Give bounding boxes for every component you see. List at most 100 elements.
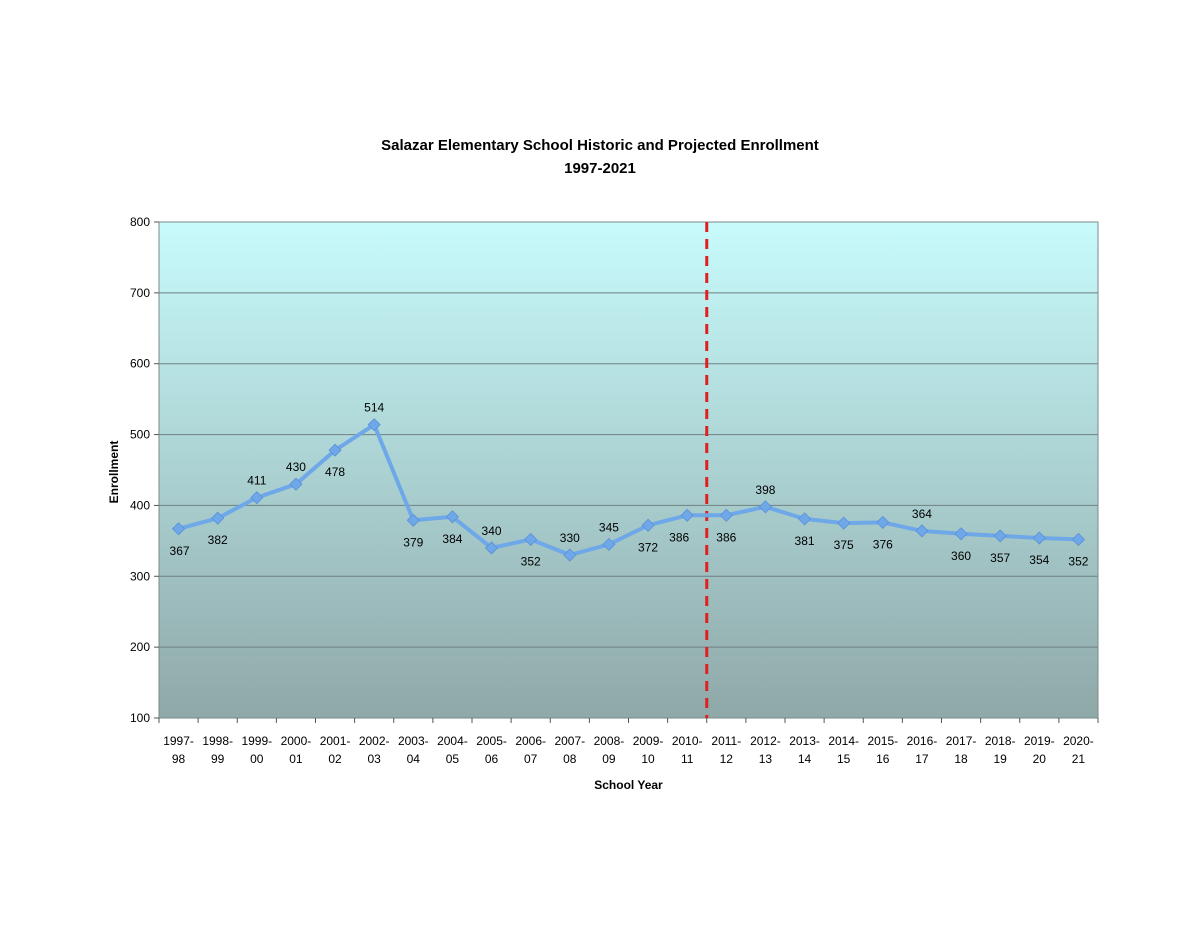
- chart-title-block: Salazar Elementary School Historic and P…: [0, 134, 1200, 180]
- x-tick-label-line: 12: [720, 752, 734, 766]
- chart-title: Salazar Elementary School Historic and P…: [381, 137, 819, 154]
- x-tick-label-line: 01: [289, 752, 303, 766]
- x-tick-label: 2015- 16: [867, 734, 898, 766]
- x-tick-label-line: 08: [563, 752, 577, 766]
- y-tick-label: 100: [130, 711, 150, 725]
- data-label: 386: [716, 530, 736, 544]
- data-label: 364: [912, 507, 932, 521]
- x-tick-label: 2013- 14: [789, 734, 820, 766]
- data-point-marker: [602, 537, 616, 551]
- x-tick-label-line: 2004-: [437, 734, 468, 748]
- x-tick-label-line: 2007-: [554, 734, 585, 748]
- x-tick-label-line: 06: [485, 752, 499, 766]
- data-label: 411: [247, 474, 266, 488]
- data-point-marker: [563, 548, 577, 562]
- data-point-marker: [915, 524, 929, 538]
- x-tick-label: 2001- 02: [320, 734, 351, 766]
- x-tick-label-line: 00: [250, 752, 264, 766]
- y-tick-label: 500: [130, 428, 150, 442]
- x-tick-label-line: 2010-: [672, 734, 703, 748]
- data-point-marker: [758, 500, 773, 514]
- x-tick-label-line: 05: [446, 752, 460, 766]
- enrollment-line: [178, 422, 1079, 557]
- x-tick-label-line: 19: [994, 752, 1008, 766]
- x-tick-label-line: 2002-: [359, 734, 390, 748]
- data-label: 381: [795, 534, 815, 548]
- x-tick-label-line: 13: [759, 752, 773, 766]
- x-tick-label: 2009- 10: [633, 734, 664, 766]
- x-tick-label: 2011- 12: [711, 734, 741, 766]
- data-point-marker: [719, 508, 733, 522]
- x-tick-label-line: 98: [172, 752, 186, 766]
- data-point-marker: [993, 529, 1007, 543]
- y-tick-label: 800: [130, 215, 150, 229]
- data-label: 382: [208, 533, 228, 547]
- x-tick-label-line: 2009-: [633, 734, 664, 748]
- data-label: 367: [170, 544, 190, 558]
- data-label: 352: [1068, 554, 1088, 568]
- x-tick-label: 1998- 99: [202, 734, 233, 766]
- x-tick-label: 2017- 18: [946, 734, 977, 766]
- x-tick-label: 2018- 19: [985, 734, 1016, 766]
- x-tick-label-line: 2011-: [711, 734, 741, 748]
- data-point-marker: [1071, 532, 1086, 547]
- data-point-marker: [367, 418, 381, 432]
- x-tick-label-line: 2005-: [476, 734, 507, 748]
- x-tick-label-line: 17: [915, 752, 929, 766]
- x-tick-label-line: 21: [1072, 752, 1086, 766]
- data-point-marker: [1032, 531, 1046, 545]
- data-point-marker: [406, 513, 420, 527]
- x-tick-label: 2002- 03: [359, 734, 390, 766]
- data-label: 352: [521, 554, 541, 568]
- x-tick-label: 2000- 01: [281, 734, 312, 766]
- data-label: 375: [834, 538, 854, 552]
- x-tick-label-line: 2008-: [594, 734, 625, 748]
- x-tick-label-line: 2012-: [750, 734, 781, 748]
- data-label: 386: [669, 530, 689, 544]
- x-axis-title: School Year: [594, 778, 663, 792]
- x-tick-label: 2012- 13: [750, 734, 781, 766]
- x-tick-label-line: 2020-: [1063, 734, 1094, 748]
- x-tick-label-line: 09: [602, 752, 616, 766]
- x-tick-label-line: 15: [837, 752, 851, 766]
- x-tick-label-line: 2003-: [398, 734, 429, 748]
- x-tick-label-line: 16: [876, 752, 890, 766]
- data-point-marker: [876, 515, 890, 529]
- x-tick-label-line: 02: [328, 752, 342, 766]
- y-tick-label: 200: [130, 640, 150, 654]
- data-point-marker: [289, 477, 303, 491]
- x-tick-label: 2007- 08: [554, 734, 585, 766]
- x-tick-label: 2008- 09: [594, 734, 625, 766]
- x-tick-label: 2014- 15: [828, 734, 859, 766]
- data-point-marker: [211, 511, 225, 525]
- x-tick-label: 2016- 17: [907, 734, 938, 766]
- data-label: 478: [325, 465, 345, 479]
- y-tick-label: 600: [130, 357, 150, 371]
- x-tick-label-line: 2001-: [320, 734, 351, 748]
- data-point-marker: [954, 527, 968, 541]
- x-tick-label-line: 14: [798, 752, 812, 766]
- x-tick-label-line: 20: [1033, 752, 1047, 766]
- chart-subtitle: 1997-2021: [564, 160, 636, 177]
- data-point-marker: [680, 508, 694, 522]
- x-tick-label-line: 99: [211, 752, 225, 766]
- x-tick-label-line: 03: [368, 752, 382, 766]
- data-point-marker: [524, 532, 538, 547]
- x-tick-label-line: 2016-: [907, 734, 938, 748]
- data-point-marker: [250, 491, 264, 505]
- x-tick-label-line: 18: [954, 752, 968, 766]
- y-axis-title: Enrollment: [107, 441, 121, 504]
- data-point-marker: [171, 522, 186, 536]
- data-label: 360: [951, 549, 971, 563]
- data-label: 398: [755, 483, 775, 497]
- x-tick-label: 2020- 21: [1063, 734, 1094, 766]
- data-label: 354: [1029, 553, 1049, 567]
- data-label: 379: [403, 535, 423, 549]
- data-point-marker: [641, 518, 655, 532]
- x-tick-label: 2003- 04: [398, 734, 429, 766]
- x-tick-label: 2019- 20: [1024, 734, 1055, 766]
- x-tick-label-line: 2019-: [1024, 734, 1055, 748]
- data-label: 514: [364, 401, 384, 415]
- data-point-marker: [797, 512, 812, 526]
